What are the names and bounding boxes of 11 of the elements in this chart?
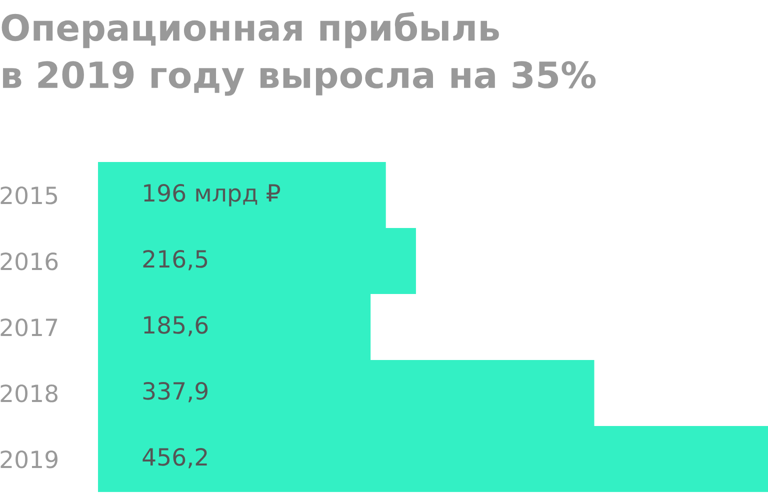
data-label: 216,5 [143,250,208,270]
chart-title: Операционная прибыль в 2019 году выросла на 35% [2,12,596,96]
y-tick-label: 2015 [0,186,58,204]
data-label: 196 млрд ₽ [144,184,280,206]
data-label: 337,9 [143,382,208,402]
y-tick-label: 2017 [0,318,58,336]
y-tick-label: 2016 [0,252,58,270]
data-label: 456,2 [142,448,207,468]
y-tick-label: 2019 [0,450,58,468]
data-label: 185,6 [144,316,208,336]
y-tick-label: 2018 [0,384,58,402]
